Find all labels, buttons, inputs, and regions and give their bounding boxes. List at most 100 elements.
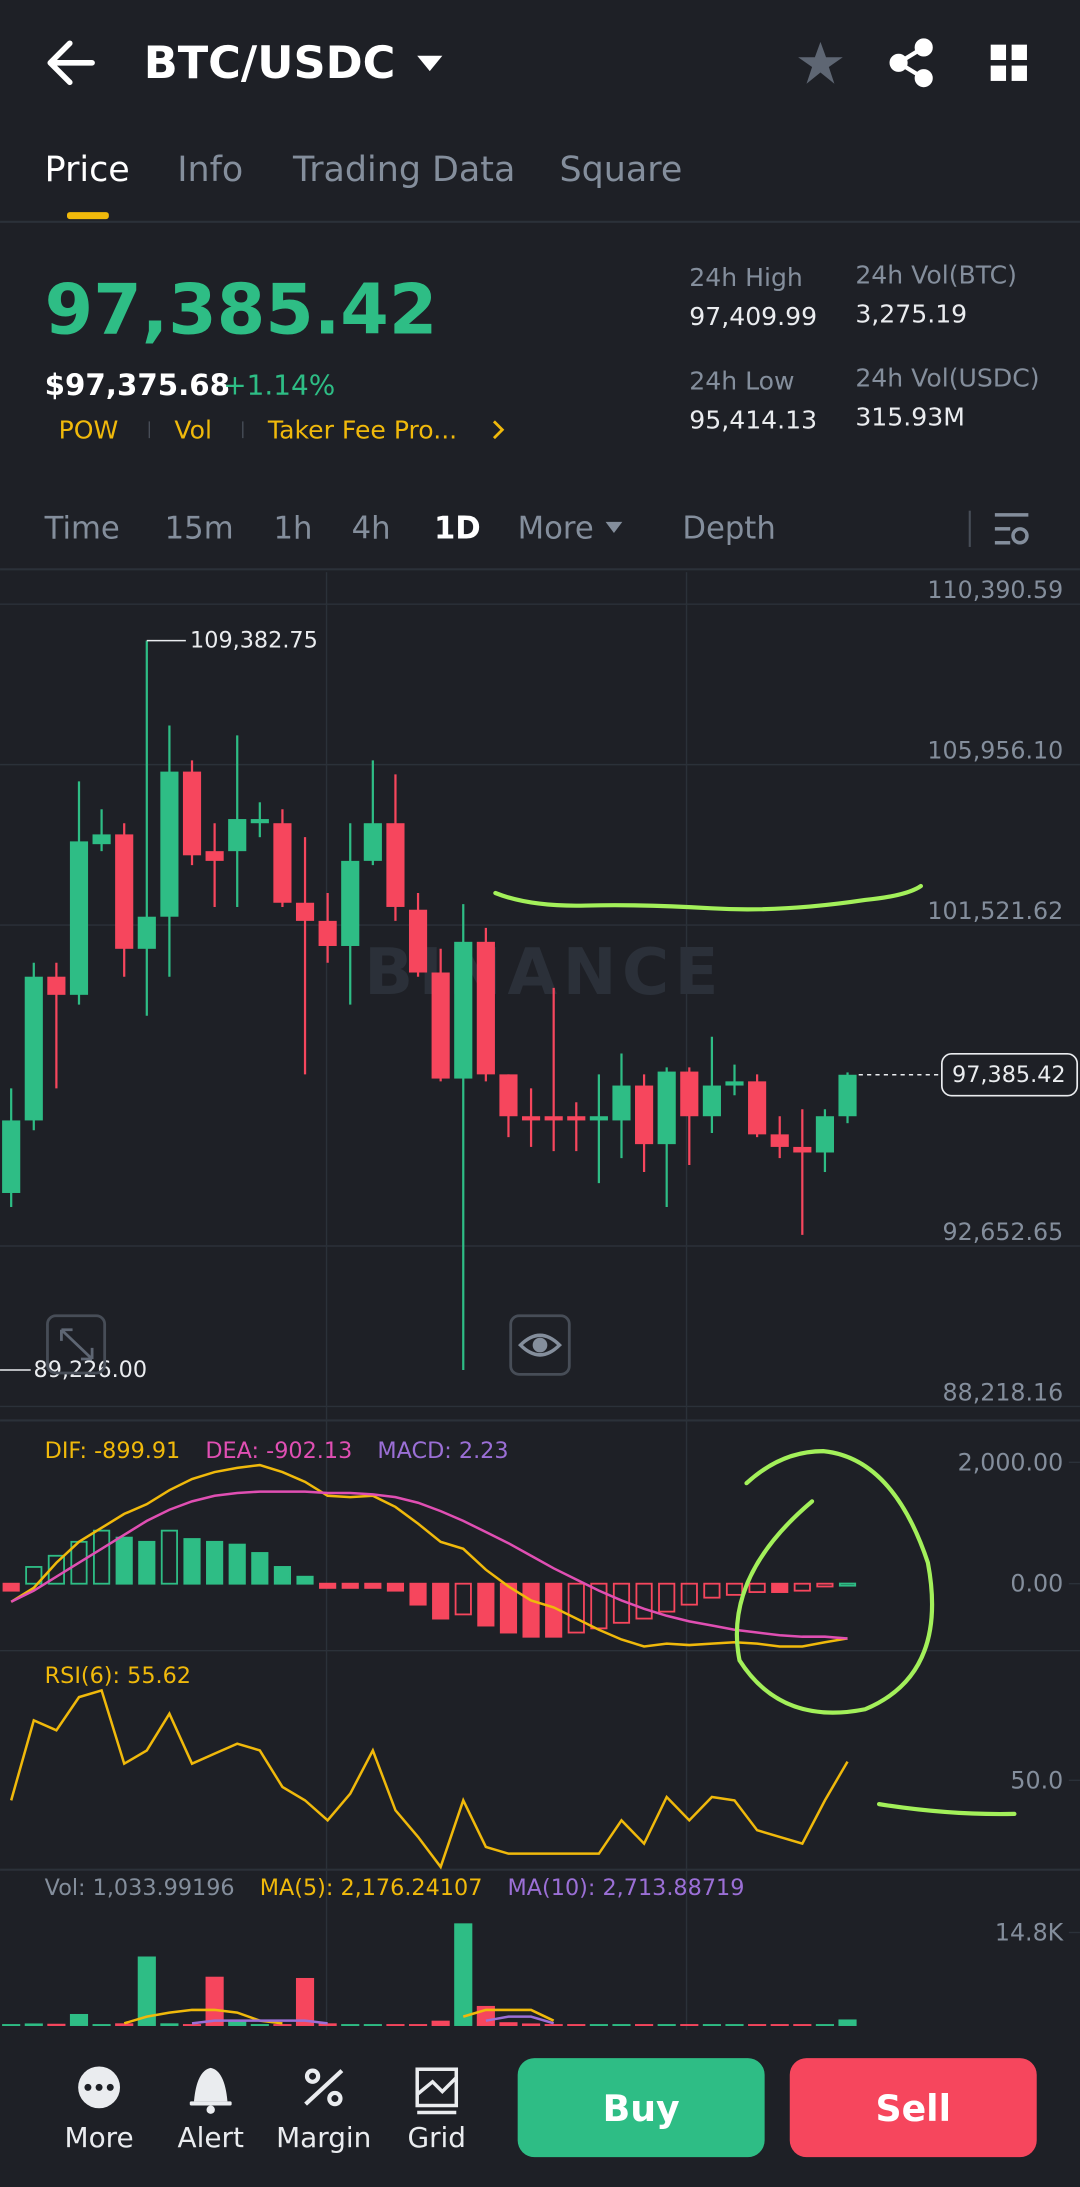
volume-bar [408,2024,428,2026]
volume-bar [273,2024,292,2026]
macd-line [10,1490,848,1640]
stat-value: 97,409.99 [689,302,817,331]
volume-bar [69,2013,89,2026]
last-price-label: 97,385.42 [952,1062,1066,1088]
volume-bar [137,1956,156,2026]
volume-bar [567,2024,586,2026]
tab[interactable]: Price [45,150,130,190]
candle-body [408,909,428,973]
macd-bar [680,1582,698,1606]
candle-body [341,860,360,946]
tag[interactable]: POW [59,415,119,444]
volume-bar [499,2022,518,2026]
grid-icon[interactable] [415,2067,459,2115]
macd-bar [816,1582,834,1588]
candle-body [205,851,224,861]
chart-settings[interactable] [994,513,1029,545]
macd-bar [93,1529,111,1585]
candle-body [24,976,43,1121]
macd-bar [296,1575,314,1585]
interval[interactable]: 4h [352,511,391,546]
volume-bar [250,2024,269,2026]
volume-bar [725,2024,744,2026]
volume-bar [363,2024,382,2026]
candle-body [544,1116,563,1121]
volume-ma-line [191,2015,555,2025]
pair-dropdown[interactable] [417,55,443,72]
toolbar-label[interactable]: More [65,2121,134,2154]
sell-button[interactable] [789,2058,1037,2158]
indicator-legend: MA(10): 2,713.88719 [508,1875,745,1901]
price-change: +1.14% [223,369,335,402]
candle-body [680,1071,699,1117]
y-tick-label: 50.0 [1010,1766,1063,1794]
indicator-legend: MACD: 2.23 [377,1438,508,1464]
y-tick-label: 110,390.59 [927,576,1063,604]
volume-bar [657,2024,676,2026]
candle-body [612,1085,631,1121]
y-tick-label: 14.8K [995,1918,1065,1946]
candle-body [273,823,292,903]
toolbar-label[interactable]: Margin [276,2121,371,2154]
alert-icon[interactable] [189,2067,232,2114]
pair-title[interactable]: BTC/USDC [144,37,396,89]
toolbar-label[interactable]: Grid [407,2121,466,2154]
interval[interactable]: 1h [273,511,312,546]
interval[interactable]: 15m [165,511,234,546]
tab[interactable]: Square [560,150,683,190]
candle-body [228,819,247,852]
stat-label: 24h Low [689,366,794,395]
volume-bar [589,2024,608,2026]
macd-bar [183,1538,201,1585]
volume-bar [680,2024,699,2026]
tag[interactable]: Taker Fee Pro... [267,415,457,444]
volume-bar [522,2023,541,2026]
volume-bar [92,2024,111,2026]
volume-bar [702,2024,721,2026]
volume-bar [612,2024,631,2026]
macd-bar [432,1582,450,1620]
fullscreen-button[interactable] [46,1314,107,1375]
interval[interactable]: Time [44,511,120,546]
stat-value: 95,414.13 [689,405,817,434]
hide-button[interactable] [509,1314,571,1376]
macd-bar [138,1540,156,1585]
buy-label[interactable]: Buy [603,2087,680,2130]
macd-bar [160,1529,178,1585]
margin-icon[interactable] [304,2068,344,2107]
candle-body [815,1116,834,1153]
macd-bar [499,1582,518,1634]
interval[interactable]: More [518,511,594,546]
volume-ma-line [123,2008,555,2025]
stat-value: 315.93M [855,403,965,432]
candle-body [748,1081,767,1135]
candle-body [567,1116,586,1121]
interval[interactable]: 1D [434,511,481,546]
candle-body [69,841,89,995]
volume-bar [182,2024,202,2026]
indicator-legend: RSI(6): 55.62 [45,1663,191,1689]
last-price: 97,385.42 [45,269,438,350]
candle-body [454,941,473,1079]
y-tick-label: 2,000.00 [958,1448,1064,1476]
share-button[interactable] [889,38,933,88]
y-tick-label: 92,652.65 [943,1218,1064,1246]
macd-bar [567,1582,585,1634]
interval[interactable]: Depth [682,511,775,546]
sell-label[interactable]: Sell [875,2087,951,2130]
more-icon[interactable] [78,2066,121,2109]
rsi-line [9,1688,849,1870]
macd-bar [386,1582,405,1592]
back-button[interactable] [47,40,95,86]
toolbar-label[interactable]: Alert [178,2121,244,2154]
candle-body [770,1134,789,1147]
tab[interactable]: Info [177,150,243,190]
favorite-star[interactable] [798,41,843,84]
buy-button[interactable] [517,2058,765,2158]
tag[interactable]: Vol [174,415,212,444]
layout-button[interactable] [990,44,1027,81]
tab[interactable]: Trading Data [292,150,515,190]
macd-bar [273,1566,292,1585]
candle-body [838,1074,857,1117]
